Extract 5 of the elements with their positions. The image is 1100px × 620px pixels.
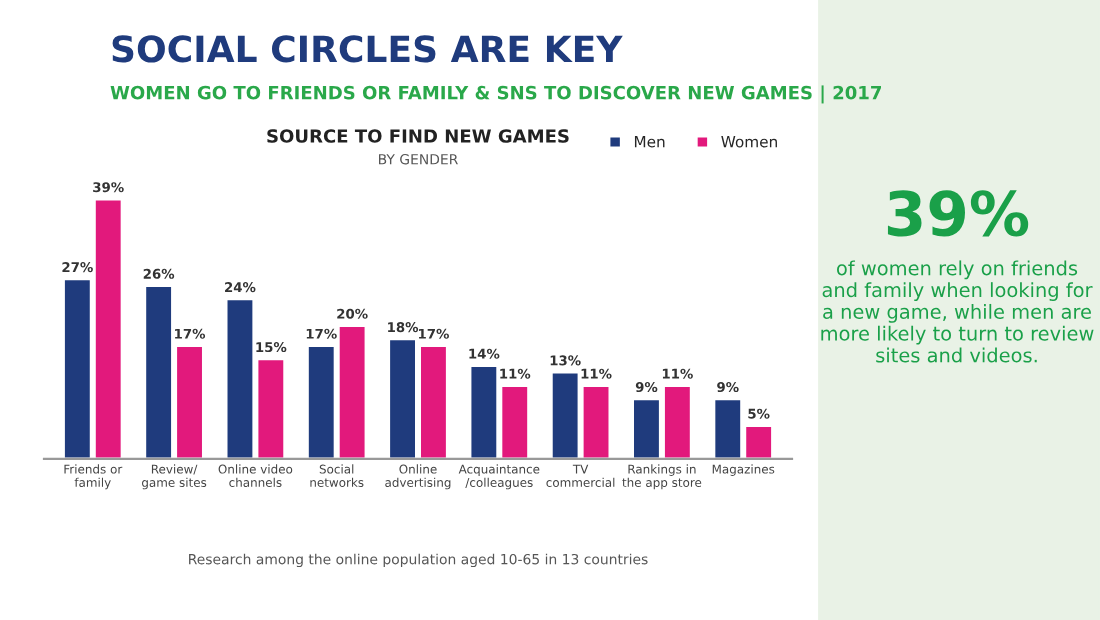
text: of women rely on friends and family when looking for a new game, while men are more likely to turn to review sites and videos. (821, 260, 1094, 363)
text: 39% (887, 190, 1029, 237)
source-note: SOURCE TO FIND NEW GAMES (267, 129, 569, 143)
chart-subtitle: WOMEN GO TO FRIENDS OR FAMILY & SNS TO DISCOVER NEW GAMES | 2017 (110, 85, 881, 104)
chart-title: SOCIAL CIRCLES ARE KEY (112, 35, 623, 63)
